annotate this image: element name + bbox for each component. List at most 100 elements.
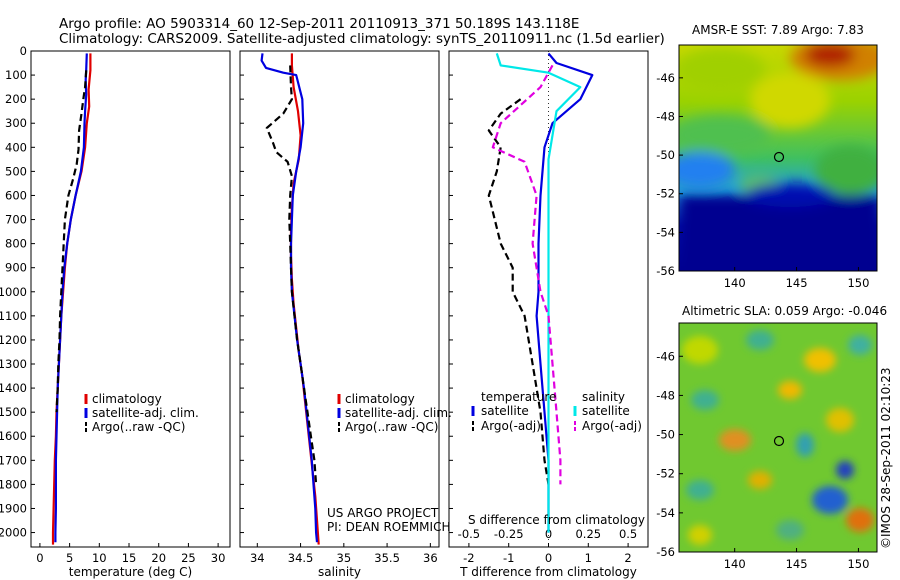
s-tick-label: -0.25 [494,527,524,541]
argo-position-marker [773,151,785,163]
depth-tick-label: 1400 [0,381,27,395]
depth-tick-label: 300 [5,116,27,130]
temperature-chart: 0 5 10 15 20 25 30 temperature (deg C) [36,53,225,579]
sla-map-title: Altimetric SLA: 0.059 Argo: -0.046 [682,304,887,318]
legend-label-sal-argo: Argo(-adj) [582,419,642,433]
lon-tick-label: 145 [786,276,808,290]
legend-label-argo: Argo(..raw -QC) [92,420,185,434]
legend-label-temp-argo: Argo(-adj) [481,419,541,433]
difference-chart: -2 -1 0 1 2T difference from climatology -0.5… [458,51,637,579]
s-tick-label: 0 [545,527,552,541]
lon-tick-label: 145 [786,557,808,571]
legend-label-satellite: satellite-adj. clim. [92,406,199,420]
depth-tick-label: 100 [5,68,27,82]
legend-label-sal-satellite: satellite [582,404,630,418]
x-tick-label: 5 [66,551,73,565]
legend-label-temp-satellite: satellite [481,404,529,418]
depth-tick-label: 2000 [0,526,27,540]
depth-tick-label: 1700 [0,453,27,467]
x-axis-label: salinity [318,565,361,579]
header-line-1: Argo profile: AO 5903314_60 12-Sep-2011 … [59,16,580,32]
pi-annotation: PI: DEAN ROEMMICH [327,520,450,534]
lat-tick-label: -50 [656,148,675,162]
legend-heading-salinity: salinity [582,390,625,404]
series-salinity-satellite [495,53,582,533]
series-argo-raw-qc- [55,70,88,413]
lat-tick-label: -52 [656,467,675,481]
header-line-2: Climatology: CARS2009. Satellite-adjuste… [59,31,665,47]
depth-tick-label: 800 [5,237,27,251]
x-tick-label: 10 [92,551,107,565]
lon-tick-label: 150 [847,276,869,290]
x-tick-label: 35 [337,551,352,565]
depth-ticks: 0 100 200 300 400 500 600 700 800 900 1000 1100 1200… [0,44,453,540]
temperature-legend: climatology satellite-adj. clim. Argo(..… [84,392,199,434]
depth-tick-label: 1300 [0,357,27,371]
x-tick-label: 20 [151,551,166,565]
lat-tick-label: -48 [656,109,675,123]
lon-tick-label: 140 [724,557,746,571]
project-annotation: US ARGO PROJECT [327,506,439,520]
x-tick-label: 25 [181,551,196,565]
sla-map: Altimetric SLA: 0.059 Argo: -0.046 [656,304,887,571]
depth-tick-label: 900 [5,261,27,275]
series-salinity-argo-adj- [491,64,562,485]
x-tick-label: 35.5 [374,551,400,565]
x-tick-label: 15 [122,551,137,565]
depth-tick-label: 500 [5,164,27,178]
depth-tick-label: 1900 [0,501,27,515]
sst-map: AMSR-E SST: 7.89 Argo: 7.83 140 145 150 -46… [656,23,878,290]
lat-tick-label: -52 [656,187,675,201]
series-argo-raw-qc- [265,65,318,485]
s-difference-label: S difference from climatology [468,513,645,527]
lat-tick-label: -54 [656,506,675,520]
s-tick-label: -0.5 [458,527,480,541]
depth-tick-label: 0 [20,44,27,58]
legend-label-climatology: climatology [345,392,415,406]
sla-map-axes: 140 145 150 -46 -48 -50 -52 -54 -56 [656,349,869,571]
x-tick-label: 2 [624,551,631,565]
lat-tick-label: -56 [656,264,675,278]
salinity-chart: 34 34.5 35 35.5 36 salinity [250,53,438,579]
x-tick-label: -2 [463,551,474,565]
x-tick-label: 34.5 [288,551,314,565]
s-tick-label: 0.25 [575,527,601,541]
depth-tick-label: 200 [5,92,27,106]
depth-tick-label: 1800 [0,477,27,491]
sst-map-axes: 140 145 150 -46 -48 -50 -52 -54 -56 [656,71,869,290]
x-tick-label: -1 [503,551,514,565]
legend-label-satellite: satellite-adj. clim. [345,406,452,420]
lat-tick-label: -50 [656,428,675,442]
x-axis-label: T difference from climatology [459,565,637,579]
lat-tick-label: -46 [656,71,675,85]
x-tick-label: 34 [250,551,265,565]
s-tick-label: 0.5 [619,527,637,541]
argo-position-marker [773,435,785,447]
legend-heading-temperature: temperature [481,390,556,404]
depth-tick-label: 1000 [0,285,27,299]
lat-tick-label: -54 [656,225,675,239]
salinity-axes [239,50,440,548]
series-temperature-satellite [535,52,594,533]
lon-tick-label: 150 [847,557,869,571]
depth-tick-label: 700 [5,213,27,227]
depth-tick-label: 1200 [0,333,27,347]
depth-tick-label: 1600 [0,429,27,443]
series-temperature-argo-adj- [487,98,550,485]
series-satellite-adj-clim- [260,53,319,543]
salinity-legend: climatology satellite-adj. clim. Argo(..… [327,392,452,534]
x-tick-label: 36 [423,551,438,565]
lat-tick-label: -56 [656,545,675,559]
temperature-axes [30,50,231,548]
legend-label-argo: Argo(..raw -QC) [345,420,438,434]
depth-tick-label: 600 [5,188,27,202]
credit-text: ©IMOS 28-Sep-2011 02:10:23 [879,367,893,549]
x-tick-label: 0 [545,551,552,565]
sst-map-title: AMSR-E SST: 7.89 Argo: 7.83 [692,23,864,37]
x-tick-label: 30 [211,551,226,565]
x-tick-label: 1 [585,551,592,565]
lat-tick-label: -46 [656,349,675,363]
legend-label-climatology: climatology [92,392,162,406]
depth-tick-label: 1100 [0,309,27,323]
